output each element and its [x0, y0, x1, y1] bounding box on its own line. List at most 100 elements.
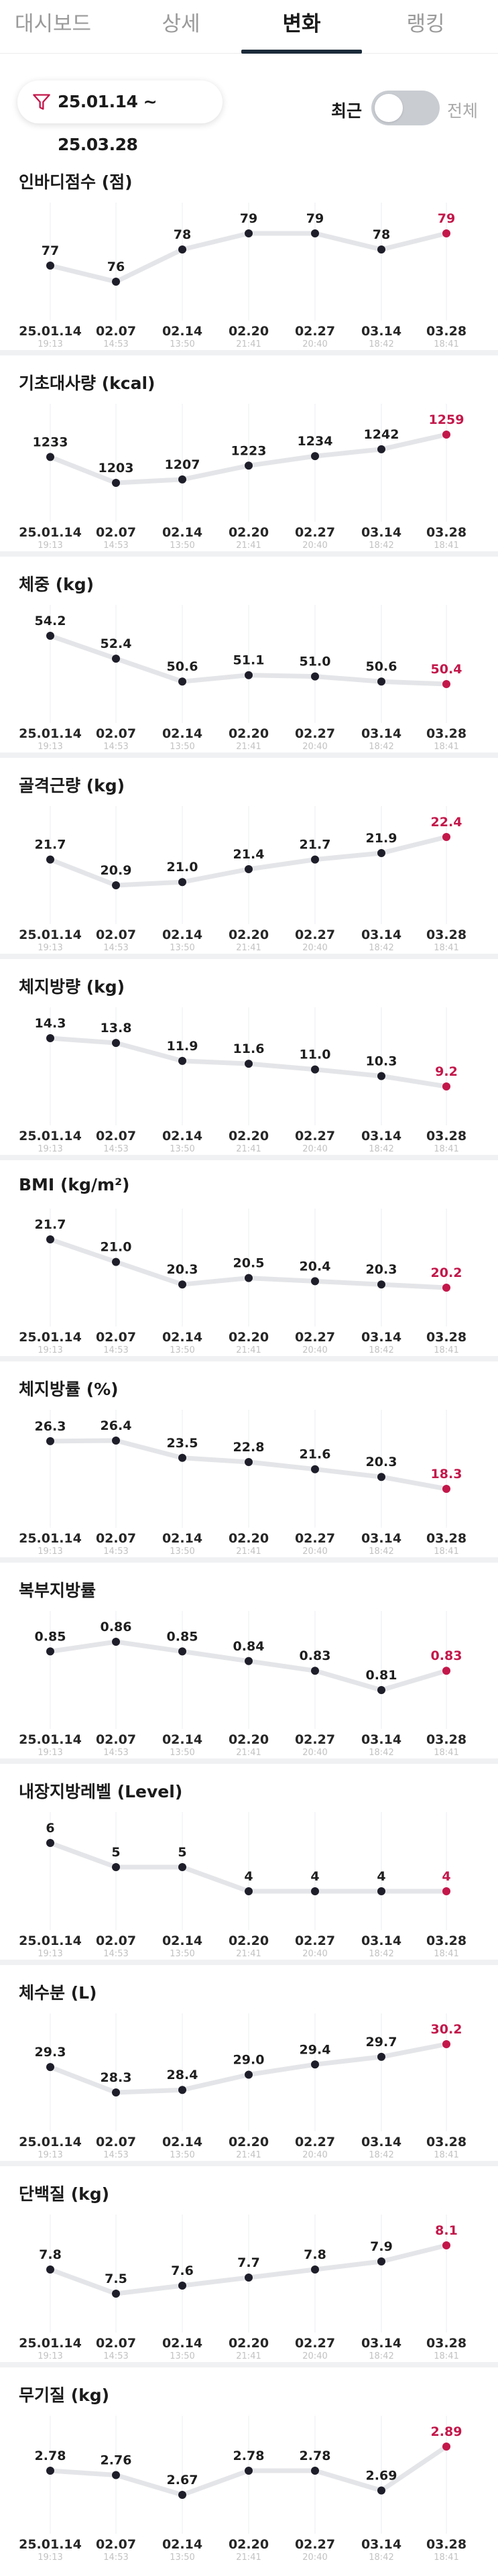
- recent-all-toggle[interactable]: [371, 91, 440, 125]
- data-point[interactable]: [377, 849, 385, 857]
- data-point[interactable]: [377, 677, 385, 686]
- data-point[interactable]: [112, 2471, 120, 2479]
- data-point[interactable]: [442, 1485, 450, 1493]
- data-point[interactable]: [311, 2265, 319, 2274]
- data-point[interactable]: [442, 1082, 450, 1090]
- data-point[interactable]: [112, 278, 120, 286]
- data-point[interactable]: [442, 431, 450, 439]
- data-point[interactable]: [245, 229, 253, 237]
- data-point[interactable]: [442, 1887, 450, 1895]
- data-point[interactable]: [311, 2467, 319, 2475]
- data-point[interactable]: [311, 855, 319, 864]
- data-point[interactable]: [245, 2070, 253, 2079]
- data-point[interactable]: [442, 2040, 450, 2048]
- data-point[interactable]: [311, 1277, 319, 1286]
- x-tick-time: 18:42: [369, 2553, 393, 2563]
- data-point[interactable]: [245, 1274, 253, 1282]
- data-point[interactable]: [377, 1280, 385, 1289]
- data-point[interactable]: [46, 855, 54, 864]
- data-point[interactable]: [442, 1667, 450, 1675]
- data-point[interactable]: [377, 1473, 385, 1481]
- data-point[interactable]: [46, 632, 54, 640]
- data-point[interactable]: [311, 2060, 319, 2069]
- data-point[interactable]: [46, 453, 54, 461]
- data-point[interactable]: [245, 461, 253, 470]
- x-tick-date: 02.20: [229, 324, 269, 339]
- data-point[interactable]: [311, 1887, 319, 1895]
- data-point[interactable]: [442, 680, 450, 688]
- data-point[interactable]: [178, 1280, 186, 1289]
- data-point[interactable]: [377, 2257, 385, 2265]
- data-point[interactable]: [112, 1437, 120, 1445]
- data-point[interactable]: [245, 1657, 253, 1665]
- data-point[interactable]: [377, 445, 385, 453]
- data-label: 77: [42, 243, 59, 258]
- data-point[interactable]: [442, 229, 450, 237]
- data-point[interactable]: [245, 2467, 253, 2475]
- data-point[interactable]: [46, 1647, 54, 1656]
- x-tick-date: 02.20: [229, 525, 269, 540]
- data-point[interactable]: [311, 1065, 319, 1074]
- data-point[interactable]: [311, 452, 319, 461]
- data-point[interactable]: [377, 245, 385, 254]
- data-point[interactable]: [46, 262, 54, 270]
- data-point[interactable]: [112, 1638, 120, 1646]
- data-point[interactable]: [178, 2086, 186, 2094]
- data-point[interactable]: [245, 671, 253, 679]
- data-point[interactable]: [377, 1887, 385, 1895]
- data-point[interactable]: [46, 2063, 54, 2072]
- data-point[interactable]: [377, 1686, 385, 1694]
- data-point[interactable]: [46, 1839, 54, 1847]
- x-tick-date: 02.20: [229, 928, 269, 942]
- data-point[interactable]: [178, 1056, 186, 1065]
- data-point[interactable]: [178, 1863, 186, 1871]
- data-point[interactable]: [178, 677, 186, 686]
- data-point[interactable]: [377, 1072, 385, 1080]
- data-point[interactable]: [46, 1437, 54, 1445]
- data-point[interactable]: [112, 1863, 120, 1871]
- date-range-filter-button[interactable]: 25.01.14 ~ 25.03.28: [17, 80, 223, 154]
- data-point[interactable]: [112, 479, 120, 487]
- data-point[interactable]: [311, 672, 319, 681]
- data-point[interactable]: [311, 1667, 319, 1675]
- data-point[interactable]: [178, 2282, 186, 2290]
- x-tick-time: 14:53: [103, 2351, 128, 2361]
- data-point[interactable]: [245, 1458, 253, 1466]
- data-point[interactable]: [311, 1465, 319, 1473]
- data-point[interactable]: [46, 2467, 54, 2475]
- tab-ranking[interactable]: 랭킹: [406, 12, 445, 36]
- data-point[interactable]: [112, 2088, 120, 2096]
- tab-change[interactable]: 변화: [282, 12, 321, 36]
- data-point[interactable]: [377, 2486, 385, 2495]
- data-point[interactable]: [442, 2443, 450, 2451]
- filter-icon: [33, 94, 50, 110]
- data-point[interactable]: [112, 1039, 120, 1048]
- x-tick-time: 20:40: [302, 943, 327, 953]
- data-point[interactable]: [178, 245, 186, 254]
- data-point[interactable]: [46, 1235, 54, 1243]
- data-point[interactable]: [245, 1060, 253, 1068]
- data-point[interactable]: [178, 2491, 186, 2499]
- data-point[interactable]: [112, 2290, 120, 2298]
- data-point[interactable]: [112, 1257, 120, 1266]
- data-point[interactable]: [442, 833, 450, 841]
- data-point[interactable]: [112, 655, 120, 663]
- data-point[interactable]: [46, 1034, 54, 1042]
- data-point[interactable]: [178, 475, 186, 484]
- data-point[interactable]: [178, 878, 186, 887]
- data-point[interactable]: [46, 2265, 54, 2274]
- x-tick-time: 20:40: [302, 1949, 327, 1959]
- data-point[interactable]: [245, 1887, 253, 1895]
- data-point[interactable]: [178, 1453, 186, 1462]
- data-label: 4: [310, 1869, 319, 1884]
- data-point[interactable]: [178, 1647, 186, 1656]
- data-point[interactable]: [112, 881, 120, 889]
- data-point[interactable]: [245, 865, 253, 873]
- tab-detail[interactable]: 상세: [162, 12, 200, 36]
- data-point[interactable]: [442, 2241, 450, 2249]
- data-point[interactable]: [442, 1284, 450, 1292]
- tab-dashboard[interactable]: 대시보드: [14, 12, 92, 36]
- data-point[interactable]: [245, 2274, 253, 2282]
- data-point[interactable]: [311, 229, 319, 237]
- data-point[interactable]: [377, 2052, 385, 2061]
